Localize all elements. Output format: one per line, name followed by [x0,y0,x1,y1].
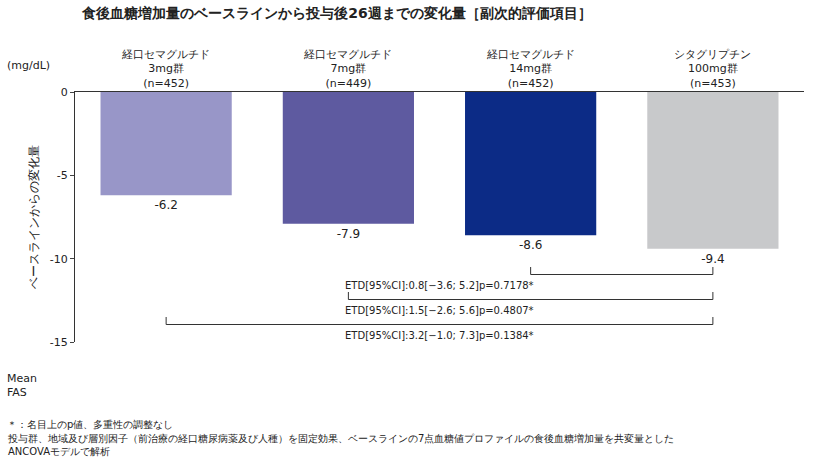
svg-text:ETD[95%CI]:3.2[−1.0; 7.3]p=0.1: ETD[95%CI]:3.2[−1.0; 7.3]p=0.1384* [345,330,534,341]
svg-text:-9.4: -9.4 [701,252,724,266]
svg-text:ベースラインからの変化量: ベースラインからの変化量 [27,145,41,289]
svg-text:-8.6: -8.6 [519,238,542,252]
svg-text:経口セマグルチド3mg群(n=452): 経口セマグルチド3mg群(n=452) [121,48,210,90]
svg-text:経口セマグルチド14mg群(n=452): 経口セマグルチド14mg群(n=452) [486,48,575,90]
svg-text:食後血糖増加量のベースラインから投与後26週までの変化量［副: 食後血糖増加量のベースラインから投与後26週までの変化量［副次的評価項目］ [81,5,591,21]
svg-text:＊：名目上のp値、多重性の調整なし: ＊：名目上のp値、多重性の調整なし [7,419,173,430]
svg-text:シタグリプチン100mg群(n=453): シタグリプチン100mg群(n=453) [674,48,751,90]
svg-text:(mg/dL): (mg/dL) [7,59,50,72]
svg-text:-10: -10 [50,253,68,266]
svg-text:-15: -15 [50,336,68,349]
svg-text:投与群、地域及び層別因子（前治療の経口糖尿病薬及び人種）を固: 投与群、地域及び層別因子（前治療の経口糖尿病薬及び人種）を固定効果、ベースライン… [7,433,674,457]
svg-text:-6.2: -6.2 [154,198,177,212]
svg-text:-5: -5 [57,169,68,182]
svg-text:経口セマグルチド7mg群(n=449): 経口セマグルチド7mg群(n=449) [303,48,392,90]
svg-text:MeanFAS: MeanFAS [7,372,37,399]
svg-text:-7.9: -7.9 [337,227,360,241]
svg-text:ETD[95%CI]:1.5[−2.6; 5.6]p=0.4: ETD[95%CI]:1.5[−2.6; 5.6]p=0.4807* [345,305,534,316]
svg-text:ETD[95%CI]:0.8[−3.6; 5.2]p=0.7: ETD[95%CI]:0.8[−3.6; 5.2]p=0.7178* [345,280,534,291]
svg-text:0: 0 [61,86,68,99]
